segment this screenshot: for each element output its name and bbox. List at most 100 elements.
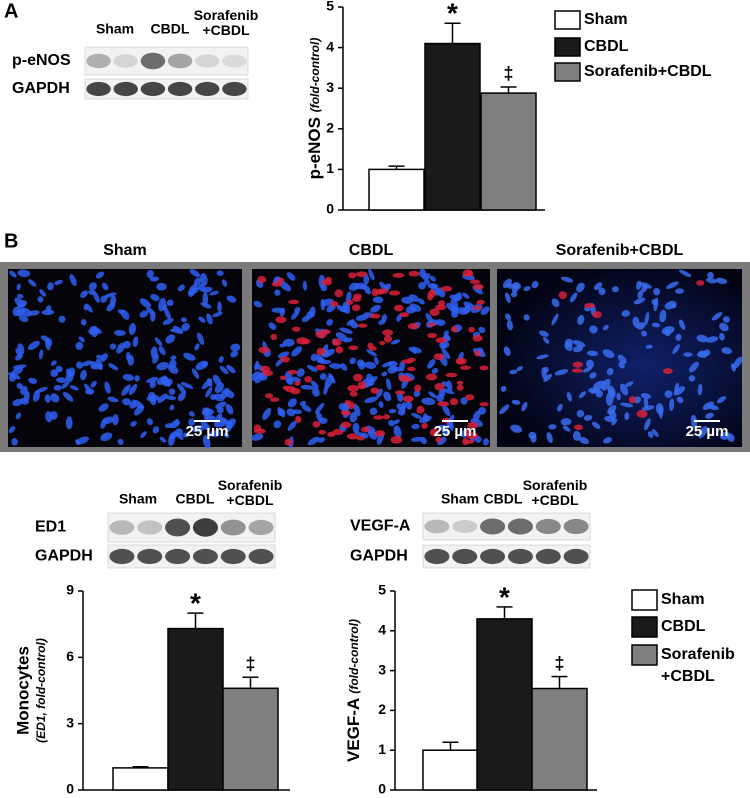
nucleus	[503, 346, 511, 357]
nucleus	[641, 405, 655, 411]
stain	[340, 410, 351, 416]
y-tick-label: 3	[66, 714, 74, 730]
stain	[334, 289, 344, 298]
nucleus	[318, 417, 328, 424]
nucleus	[509, 369, 518, 375]
nucleus	[128, 383, 138, 395]
nucleus	[624, 412, 630, 420]
blot-band	[424, 519, 450, 534]
blot-strip	[107, 512, 276, 543]
nucleus	[372, 296, 384, 304]
stain	[374, 430, 386, 437]
nucleus	[50, 369, 59, 377]
stain	[369, 313, 381, 319]
nucleus	[356, 359, 365, 367]
stain	[383, 335, 393, 343]
nucleus	[666, 281, 679, 289]
nucleus	[607, 387, 615, 396]
nucleus	[251, 433, 264, 441]
nucleus	[411, 423, 420, 430]
lane-label: Sorafenib	[523, 477, 588, 493]
stain	[277, 277, 285, 283]
blot-band	[535, 548, 561, 565]
blot-band	[167, 81, 193, 97]
nucleus	[319, 373, 327, 380]
nucleus	[287, 420, 297, 431]
nucleus	[640, 393, 652, 399]
stain	[312, 421, 321, 428]
nucleus	[302, 280, 308, 291]
nucleus	[28, 377, 38, 384]
y-tick-label: 5	[326, 0, 334, 14]
stain	[467, 421, 479, 429]
nucleus	[572, 340, 586, 348]
blot-band	[113, 54, 138, 68]
nucleus	[429, 275, 436, 282]
nucleus	[215, 401, 227, 409]
nucleus	[732, 356, 743, 369]
nucleus	[523, 286, 531, 292]
scale-label: 25 µm	[686, 423, 729, 440]
stain	[435, 436, 442, 443]
scale-label: 25 µm	[186, 423, 229, 440]
nucleus	[369, 407, 378, 416]
nucleus	[301, 315, 310, 323]
nucleus	[617, 354, 627, 364]
nucleus	[177, 392, 186, 402]
nucleus	[200, 273, 208, 286]
bar	[368, 168, 425, 211]
nucleus	[45, 338, 51, 351]
nucleus	[326, 319, 333, 326]
blot-band	[222, 54, 247, 68]
nucleus	[722, 316, 730, 323]
blot-band	[452, 519, 478, 534]
nucleus	[168, 433, 176, 447]
row-label: p-eNOS	[12, 52, 71, 69]
nucleus	[673, 386, 686, 396]
nucleus	[707, 271, 714, 279]
y-tick-label: 4	[326, 38, 334, 54]
nucleus	[204, 410, 209, 422]
nucleus	[616, 392, 621, 401]
stain	[421, 422, 428, 429]
nucleus	[381, 371, 388, 377]
blot-band	[195, 54, 220, 68]
nucleus	[95, 271, 105, 279]
stain	[271, 281, 283, 287]
stain	[456, 380, 464, 385]
nucleus	[69, 385, 79, 391]
stain	[435, 337, 447, 344]
stain	[427, 322, 436, 327]
stain	[258, 346, 270, 354]
nucleus	[572, 430, 581, 441]
nucleus	[50, 360, 57, 366]
nucleus	[169, 420, 180, 429]
nucleus	[528, 431, 537, 440]
stain	[340, 421, 352, 428]
nucleus	[149, 276, 160, 282]
nucleus	[226, 364, 236, 374]
nucleus	[539, 330, 549, 337]
blot-band	[563, 548, 589, 565]
nucleus	[349, 411, 358, 423]
nucleus	[157, 393, 168, 403]
nucleus	[651, 429, 659, 437]
nucleus	[148, 391, 156, 400]
nucleus	[16, 383, 24, 389]
stain	[304, 376, 312, 383]
nucleus	[353, 430, 366, 438]
stain	[356, 436, 365, 441]
stain	[462, 437, 469, 446]
stain	[382, 329, 394, 336]
nucleus	[591, 421, 601, 429]
nucleus	[664, 300, 677, 310]
legend-swatch	[631, 644, 658, 666]
blot-band	[137, 520, 163, 535]
blot-band	[140, 81, 166, 97]
nucleus	[296, 368, 305, 377]
nucleus	[428, 391, 437, 398]
stain	[270, 333, 278, 341]
significance: ‡	[245, 654, 255, 674]
nucleus	[560, 276, 574, 283]
stain	[636, 409, 648, 418]
